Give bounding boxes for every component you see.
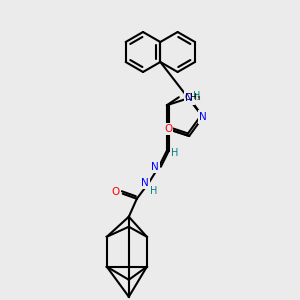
Text: H: H <box>194 91 201 101</box>
Text: O: O <box>164 124 172 134</box>
Text: H: H <box>150 186 158 196</box>
Text: H: H <box>171 148 178 158</box>
Text: CH₃: CH₃ <box>185 93 201 102</box>
Text: N: N <box>141 178 149 188</box>
Text: O: O <box>112 187 120 197</box>
Text: N: N <box>185 93 193 103</box>
Text: N: N <box>151 162 159 172</box>
Text: N: N <box>199 112 207 122</box>
